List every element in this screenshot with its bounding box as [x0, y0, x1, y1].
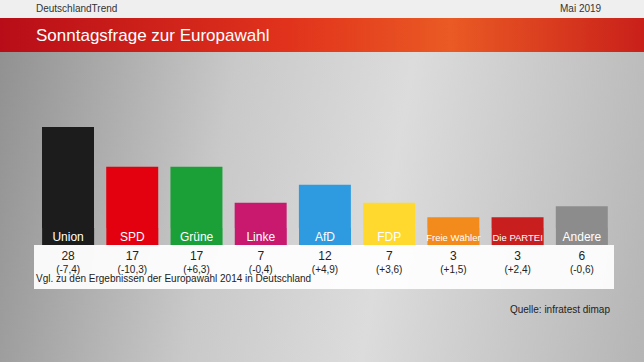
- html-text:Sonntagsfrage zur Europawahl: Sonntagsfrage zur Europawahl: [36, 26, 270, 45]
- svg-text:28: 28: [61, 249, 75, 263]
- svg-text:(+2,4): (+2,4): [504, 264, 530, 275]
- svg-text:(-0,6): (-0,6): [570, 264, 594, 275]
- svg-text:Freie Wähler: Freie Wähler: [426, 232, 480, 243]
- svg-text:(+3,6): (+3,6): [376, 264, 402, 275]
- svg-text:(-7,4): (-7,4): [56, 264, 80, 275]
- svg-text:AfD: AfD: [315, 230, 335, 244]
- svg-text:Grüne: Grüne: [180, 230, 214, 244]
- svg-text:17: 17: [126, 249, 140, 263]
- svg-text:7: 7: [386, 249, 393, 263]
- html-text:Quelle: infratest dimap: Quelle: infratest dimap: [509, 304, 610, 315]
- svg-text:(+1,5): (+1,5): [440, 264, 466, 275]
- svg-text:(-0,4): (-0,4): [249, 264, 273, 275]
- svg-text:FDP: FDP: [377, 230, 401, 244]
- svg-text:Union: Union: [52, 230, 83, 244]
- html-text:Mai 2019: Mai 2019: [560, 3, 602, 14]
- svg-text:Andere: Andere: [563, 230, 602, 244]
- svg-text:SPD: SPD: [120, 230, 145, 244]
- svg-text:3: 3: [450, 249, 457, 263]
- svg-text:3: 3: [514, 249, 521, 263]
- svg-text:(-10,3): (-10,3): [118, 264, 147, 275]
- svg-text:(+6,3): (+6,3): [183, 264, 209, 275]
- svg-text:Linke: Linke: [246, 230, 275, 244]
- svg-text:12: 12: [318, 249, 332, 263]
- html-text:Vgl. zu den Ergebnissen der Eu: Vgl. zu den Ergebnissen der Europawahl 2…: [36, 273, 312, 284]
- svg-text:7: 7: [257, 249, 264, 263]
- svg-text:Die PARTEI: Die PARTEI: [492, 232, 542, 243]
- svg-text:6: 6: [579, 249, 586, 263]
- svg-text:17: 17: [190, 249, 204, 263]
- svg-text:(+4,9): (+4,9): [312, 264, 338, 275]
- html-text:DeutschlandTrend: DeutschlandTrend: [36, 3, 118, 14]
